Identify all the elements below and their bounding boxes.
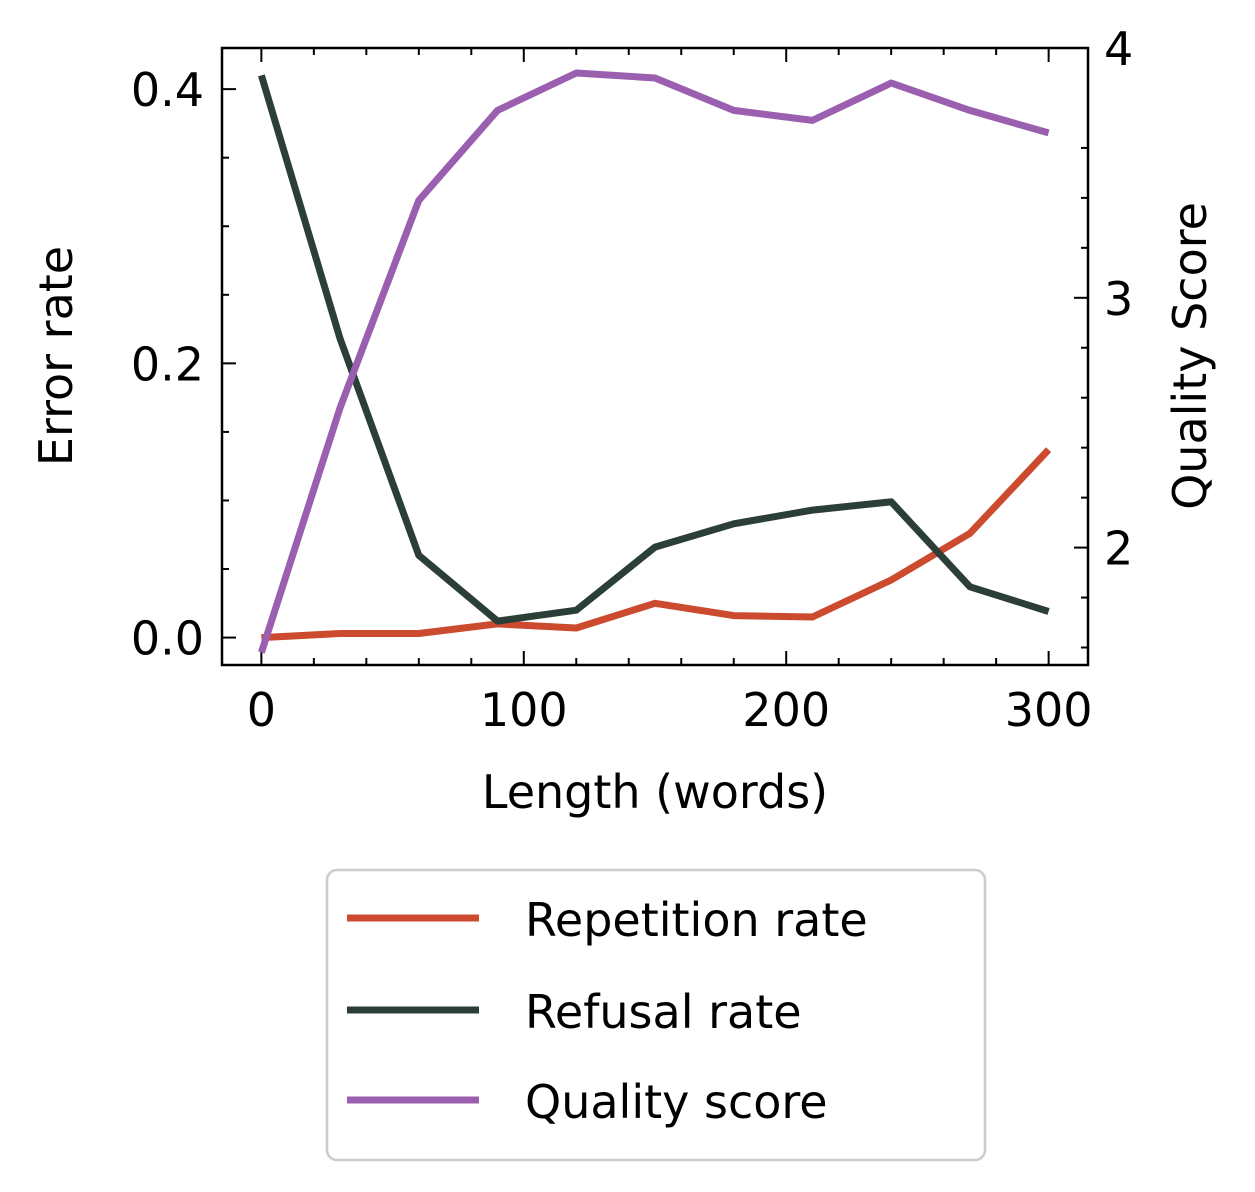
x-tick-label: 200 xyxy=(742,683,830,737)
x-axis-title: Length (words) xyxy=(482,765,828,819)
y-right-tick-label: 4 xyxy=(1104,22,1133,76)
y-right-tick-label: 2 xyxy=(1104,522,1133,576)
legend: Repetition rate Refusal rate Quality sco… xyxy=(325,868,987,1162)
x-tick-label: 300 xyxy=(1005,683,1093,737)
y-left-tick-label: 0.4 xyxy=(131,63,204,117)
x-tick-label: 0 xyxy=(247,683,276,737)
legend-label-repetition: Repetition rate xyxy=(525,893,868,947)
tick-labels: 0 100 200 300 0.0 0.2 0.4 2 3 4 xyxy=(131,22,1133,737)
y-axis-right-title: Quality Score xyxy=(1163,202,1217,510)
y-axis-left-title: Error rate xyxy=(29,246,83,466)
series-lines xyxy=(258,69,1052,654)
repetition-rate-line xyxy=(261,447,1052,642)
legend-label-quality: Quality score xyxy=(525,1075,828,1129)
y-left-tick-label: 0.0 xyxy=(131,612,204,666)
y-left-tick-label: 0.2 xyxy=(131,337,204,391)
plot-frame xyxy=(220,46,1090,667)
refusal-rate-line xyxy=(258,74,1050,625)
legend-label-refusal: Refusal rate xyxy=(525,985,802,1039)
x-tick-label: 100 xyxy=(480,683,568,737)
y-right-tick-label: 3 xyxy=(1104,272,1133,326)
quality-score-line xyxy=(258,69,1050,654)
legend-box xyxy=(325,868,987,1162)
